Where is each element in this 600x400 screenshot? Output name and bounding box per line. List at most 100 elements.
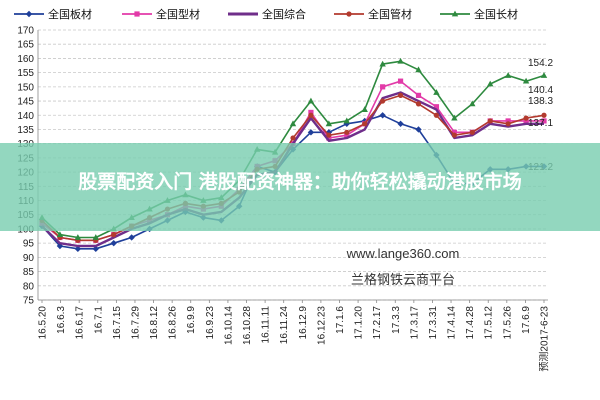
data-point [523,118,529,124]
x-tick-label: 16.12.23 [316,306,327,345]
y-tick-label: 90 [23,253,35,264]
data-point [505,121,511,127]
legend-marker [451,10,459,17]
x-tick-label: 16.5.20 [38,306,49,340]
data-point [523,115,529,121]
x-tick-label: 16.7.15 [112,306,123,340]
data-point [74,234,82,240]
promo-banner-text[interactable]: 股票配资入门 港股配资神器：助你轻松撬动港股市场 [78,171,522,193]
data-point [326,132,332,138]
x-tick-label: 17.4.28 [465,306,476,340]
data-point [415,66,422,73]
data-point [361,106,368,112]
data-point [451,132,457,138]
data-point [380,84,386,90]
watermark-platform: 兰格钢铁云商平台 [351,272,455,287]
data-point [505,118,511,124]
data-point [289,120,297,127]
data-point [541,118,547,124]
data-point [344,129,350,135]
data-point [56,242,64,250]
data-point [433,89,440,95]
y-tick-label: 155 [17,68,34,79]
legend-label: 全国管材 [368,7,412,21]
legend-marker [25,10,33,18]
x-tick-label: 16.8.26 [168,306,179,340]
end-value-label: 138.3 [528,96,553,107]
y-tick-label: 160 [17,54,34,65]
end-value-label: 154.2 [528,58,553,69]
data-point [344,132,350,138]
x-tick-label: 17.1.20 [354,306,365,340]
data-point [415,101,422,107]
end-value-label: 140.4 [528,85,553,96]
data-point [415,126,422,133]
data-point [397,92,404,98]
data-point [128,234,135,241]
x-tick-label: 17.3.3 [391,306,402,334]
promo-banner[interactable]: 股票配资入门 港股配资神器：助你轻松撬动港股市场 [0,143,600,231]
watermark-url: www.lange360.com [346,246,460,261]
data-point [110,239,117,247]
legend: 全国板材 全国型材 全国综合 全国管材 全国长材 [14,7,518,21]
data-point [362,121,368,127]
data-point [487,80,494,87]
y-tick-label: 80 [23,281,35,292]
y-tick-label: 145 [17,97,34,108]
y-tick-label: 75 [23,296,35,307]
y-tick-label: 135 [17,125,34,136]
x-tick-label: 17.3.17 [409,306,420,340]
data-point [522,77,530,84]
data-point [343,117,350,124]
data-point [504,72,512,78]
x-tick-label: 16.12.9 [298,306,309,340]
x-tick-label: 16.10.14 [223,306,234,345]
legend-marker [346,11,352,17]
data-point [379,112,386,119]
data-point [290,135,296,141]
data-point [379,60,386,67]
legend-marker [134,11,140,17]
data-point [397,78,404,84]
data-point [469,100,476,107]
x-tick-label: 16.7.1 [93,306,104,334]
y-tick-label: 85 [23,267,35,278]
legend-label: 全国板材 [48,7,92,21]
data-point [541,112,547,118]
data-point [380,98,386,104]
legend-label: 全国型材 [156,7,200,21]
data-point [325,120,333,127]
x-tick-label: 16.6.3 [56,306,67,334]
data-point [74,245,82,253]
data-point [433,112,440,118]
legend-label: 全国长材 [474,7,518,21]
x-tick-label: 16.9.23 [205,306,216,340]
y-tick-label: 140 [17,111,34,122]
end-value-label: 137.1 [528,118,553,129]
data-point [469,129,475,135]
x-tick-label: 16.9.9 [186,306,197,334]
data-point [92,245,99,253]
y-tick-label: 170 [17,26,34,37]
y-tick-label: 165 [17,40,34,51]
data-point [307,129,315,136]
data-point [415,92,422,98]
x-tick-label: 16.7.29 [130,306,141,340]
legend-label: 全国综合 [262,7,306,21]
data-point [451,114,458,121]
x-tick-label: 17.3.31 [428,306,439,340]
y-tick-label: 150 [17,82,34,93]
x-tick-label: 17.1.6 [335,306,346,334]
x-tick-label: 17.5.26 [502,306,513,340]
data-point [308,109,314,116]
x-tick-label: 16.10.28 [242,306,253,345]
x-tick-label: 17.6.9 [521,306,532,334]
x-tick-label: 17.2.17 [372,306,383,340]
data-point [433,104,440,110]
x-axis: 16.5.20 16.6.3 16.6.17 16.7.1 16.7.15 16.7.29… [38,299,551,372]
data-point [111,232,117,238]
x-tick-label: 16.8.12 [149,306,160,340]
data-point [540,72,548,78]
x-tick-label: 16.6.17 [75,306,86,340]
x-tick-label: 16.11.24 [279,306,290,345]
